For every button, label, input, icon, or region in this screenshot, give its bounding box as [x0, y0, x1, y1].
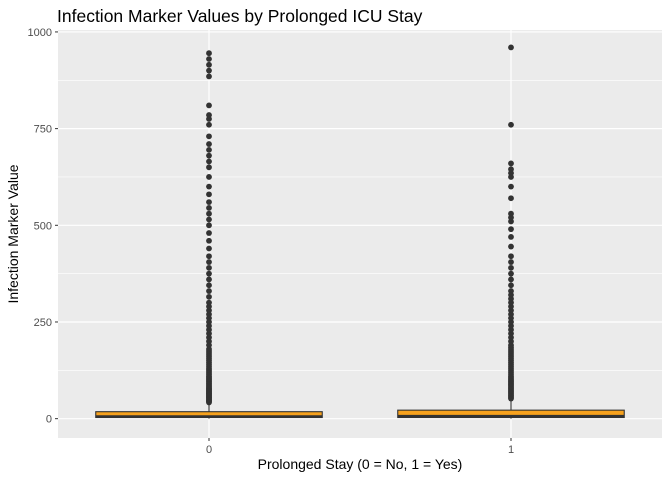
y-axis: 0 250 500 750 1000: [28, 27, 58, 426]
outlier-point: [206, 67, 212, 74]
outlier-point: [206, 259, 212, 265]
y-tick-label: 1000: [28, 27, 52, 39]
outlier-point: [206, 237, 212, 244]
outlier-point: [508, 210, 514, 217]
outlier-point: [206, 141, 212, 147]
outlier-point: [206, 288, 212, 294]
outlier-point: [206, 282, 212, 289]
outlier-point: [206, 121, 212, 128]
boxplot-1: [397, 399, 625, 419]
outlier-point: [206, 102, 212, 109]
outlier-point: [206, 50, 212, 57]
outlier-point: [508, 276, 514, 283]
outlier-point: [508, 243, 514, 250]
outlier-point: [508, 226, 514, 233]
y-tick-label: 750: [34, 124, 52, 136]
boxplot-0: [95, 403, 323, 419]
x-tick-label: 1: [508, 444, 514, 456]
outlier-point: [206, 270, 212, 277]
outlier-point: [508, 270, 514, 277]
outlier-point: [206, 73, 212, 80]
outlier-point: [508, 44, 514, 51]
outlier-point: [206, 210, 212, 217]
outlier-point: [206, 158, 212, 165]
outlier-point: [508, 259, 514, 265]
outlier-point: [206, 61, 212, 68]
outlier-point: [508, 166, 514, 173]
outlier-point: [206, 152, 212, 159]
outlier-point: [206, 222, 212, 229]
outlier-point: [206, 293, 212, 300]
outlier-point: [508, 160, 514, 167]
outlier-point: [206, 264, 212, 271]
outlier-point: [206, 276, 212, 283]
outlier-point: [206, 146, 212, 153]
outlier-point: [206, 183, 212, 190]
outlier-point: [206, 133, 212, 140]
outlier-points: [206, 44, 514, 406]
outlier-point: [206, 245, 212, 252]
outlier-point: [508, 121, 514, 128]
y-tick-label: 500: [34, 220, 52, 232]
outlier-point: [508, 264, 514, 271]
box-iqr: [397, 409, 625, 419]
outlier-point: [206, 112, 212, 118]
x-axis-title: Prolonged Stay (0 = No, 1 = Yes): [258, 456, 463, 472]
y-tick-label: 250: [34, 317, 52, 329]
outlier-point: [206, 164, 212, 171]
outlier-point: [508, 288, 514, 294]
outlier-point: [206, 216, 212, 223]
outlier-point: [508, 195, 514, 202]
outlier-point: [508, 253, 514, 260]
outlier-point: [508, 282, 514, 289]
box-iqr: [95, 411, 323, 419]
outlier-point: [206, 174, 212, 180]
outlier-point: [508, 234, 514, 240]
outlier-point: [206, 56, 212, 62]
outlier-point: [206, 204, 212, 211]
outlier-point: [206, 191, 212, 198]
chart-title: Infection Marker Values by Prolonged ICU…: [57, 6, 423, 26]
outlier-point: [206, 253, 212, 260]
boxplots: [95, 399, 625, 419]
plot-panel: [58, 30, 662, 438]
outlier-point: [508, 183, 514, 190]
y-axis-title: Infection Marker Value: [5, 164, 21, 303]
outlier-point: [206, 199, 212, 205]
outlier-point: [206, 299, 212, 306]
x-tick-label: 0: [206, 444, 212, 456]
outlier-point: [206, 230, 212, 236]
y-tick-label: 0: [46, 414, 52, 426]
